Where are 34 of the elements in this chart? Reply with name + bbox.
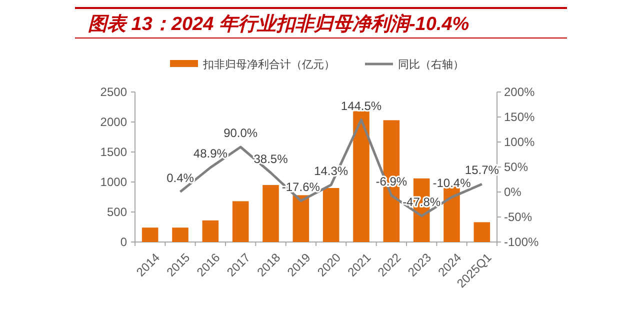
bar bbox=[322, 188, 340, 242]
y2-tick-label: 150% bbox=[504, 110, 536, 124]
data-label: 0.4% bbox=[166, 170, 194, 185]
y-tick-label: 2500 bbox=[100, 85, 128, 99]
bar bbox=[353, 111, 370, 242]
y2-tick-label: -50% bbox=[504, 210, 532, 224]
bar bbox=[474, 222, 490, 242]
bar bbox=[172, 228, 188, 242]
y2-tick-label: 100% bbox=[504, 135, 536, 149]
data-label: -6.9% bbox=[376, 174, 408, 188]
y-tick-label: 2000 bbox=[100, 115, 128, 129]
bar bbox=[232, 201, 249, 242]
data-label: 48.9% bbox=[193, 146, 228, 161]
y2-tick-label: 200% bbox=[504, 85, 536, 99]
chart-title: 图表 13：2024 年行业扣非归母净利润-10.4% bbox=[88, 13, 470, 35]
y2-tick-label: -100% bbox=[504, 235, 540, 249]
y-tick-label: 0 bbox=[120, 235, 128, 249]
legend-label: 同比（右轴） bbox=[398, 58, 464, 71]
data-label: 90.0% bbox=[224, 126, 258, 140]
bar bbox=[292, 195, 310, 242]
bar bbox=[262, 185, 279, 242]
y-tick-label: 500 bbox=[106, 205, 128, 219]
y-tick-label: 1500 bbox=[100, 145, 128, 159]
y2-tick-label: 0% bbox=[504, 185, 522, 199]
data-label: 38.5% bbox=[254, 152, 288, 166]
bar bbox=[202, 220, 219, 242]
data-label: 15.7% bbox=[464, 163, 500, 178]
data-label: 144.5% bbox=[340, 98, 382, 113]
bar bbox=[142, 228, 158, 242]
y2-tick-label: 50% bbox=[504, 160, 528, 174]
data-label: -47.8% bbox=[402, 194, 441, 209]
data-label: -10.4% bbox=[432, 176, 472, 190]
y-tick-label: 1000 bbox=[100, 175, 128, 189]
legend-label: 扣非归母净利合计（亿元） bbox=[202, 58, 335, 71]
